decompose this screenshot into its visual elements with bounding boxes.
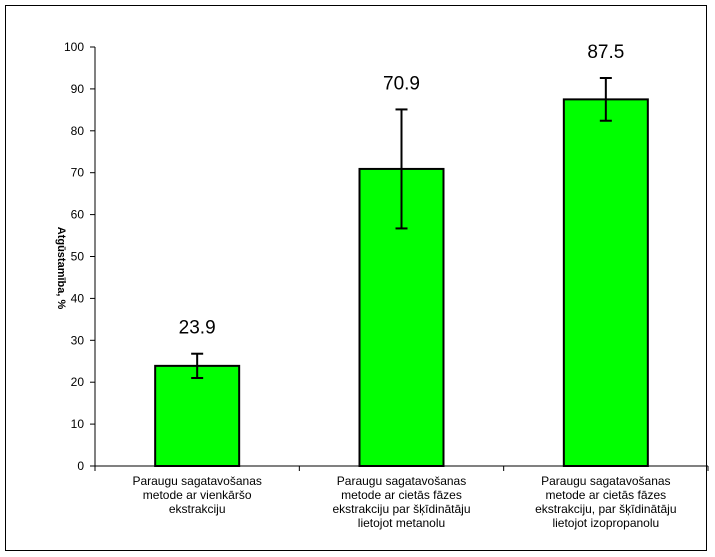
data-label: 87.5	[587, 42, 624, 63]
y-tick-label: 10	[71, 417, 85, 431]
category-label-line: lietojot metanolu	[358, 516, 445, 530]
category-labels: Paraugu sagatavošanas metode ar vienkāršo…	[132, 474, 676, 530]
y-tick-label: 100	[64, 40, 84, 54]
data-label: 23.9	[179, 318, 216, 339]
category-label-line: ekstrakciju, par šķīdinātāju	[535, 502, 676, 516]
error-bars	[191, 77, 612, 380]
y-tick-label: 50	[71, 250, 85, 264]
data-labels: 23.9 70.9 87.5	[179, 42, 625, 339]
category-label-line: Paraugu sagatavošanas	[541, 474, 670, 488]
category-label-line: metode ar cietās fāzes	[341, 488, 462, 502]
y-tick-label: 80	[71, 124, 85, 138]
y-tick-label: 70	[71, 166, 85, 180]
bar	[154, 364, 241, 468]
y-tick-label: 20	[71, 375, 85, 389]
category-label-line: Paraugu sagatavošanas	[132, 474, 261, 488]
y-tick-label: 30	[71, 333, 85, 347]
category-label-line: lietojot izopropanolu	[552, 516, 659, 530]
category-label: Paraugu sagatavošanas metode ar cietās fā…	[535, 474, 676, 530]
chart-frame	[5, 5, 707, 551]
category-label: Paraugu sagatavošanas metode ar cietās fā…	[332, 474, 470, 530]
y-tick-label: 60	[71, 208, 85, 222]
category-label-line: ekstrakciju	[169, 502, 226, 516]
y-tick-label: 40	[71, 291, 85, 305]
y-tick-label: 90	[71, 82, 85, 96]
category-label: Paraugu sagatavošanas metode ar vienkāršo…	[132, 474, 261, 516]
axes: 0 10 20 30 40 50 60 70 80 90 100	[64, 40, 709, 473]
category-label-line: metode ar cietās fāzes	[545, 488, 666, 502]
y-tick-label: 0	[77, 459, 84, 473]
data-label: 70.9	[383, 73, 420, 94]
category-label-line: metode ar vienkāršo	[143, 488, 252, 502]
y-axis-label: Atgūstamība, %	[55, 227, 67, 310]
bar	[562, 98, 649, 467]
category-label-line: ekstrakciju par šķīdinātāju	[332, 502, 470, 516]
category-label-line: Paraugu sagatavošanas	[337, 474, 466, 488]
